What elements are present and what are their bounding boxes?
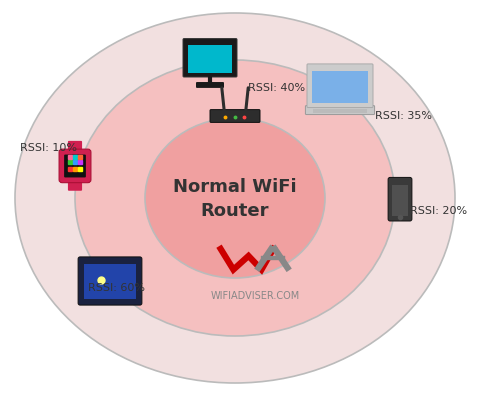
FancyBboxPatch shape: [78, 257, 142, 305]
FancyBboxPatch shape: [59, 149, 91, 183]
Bar: [393, 185, 408, 216]
Bar: [84, 264, 136, 299]
FancyBboxPatch shape: [305, 105, 374, 114]
Text: RSSI: 20%: RSSI: 20%: [410, 206, 467, 216]
Text: WIFIADVISER.COM: WIFIADVISER.COM: [210, 291, 300, 301]
FancyBboxPatch shape: [388, 177, 412, 221]
Ellipse shape: [145, 118, 325, 278]
FancyBboxPatch shape: [196, 82, 224, 88]
FancyBboxPatch shape: [183, 38, 237, 77]
Text: Normal WiFi
Router: Normal WiFi Router: [173, 178, 297, 220]
Text: RSSI: 60%: RSSI: 60%: [88, 283, 145, 293]
FancyBboxPatch shape: [68, 141, 82, 153]
FancyBboxPatch shape: [307, 64, 373, 108]
Bar: [312, 70, 368, 103]
FancyBboxPatch shape: [210, 110, 260, 122]
Text: RSSI: 10%: RSSI: 10%: [20, 143, 77, 153]
Bar: [188, 45, 232, 73]
Text: RSSI: 40%: RSSI: 40%: [248, 83, 305, 93]
FancyBboxPatch shape: [64, 154, 86, 177]
Bar: [313, 109, 367, 112]
Ellipse shape: [15, 13, 455, 383]
Ellipse shape: [75, 60, 395, 336]
Text: RSSI: 35%: RSSI: 35%: [375, 111, 432, 121]
FancyBboxPatch shape: [68, 178, 82, 191]
